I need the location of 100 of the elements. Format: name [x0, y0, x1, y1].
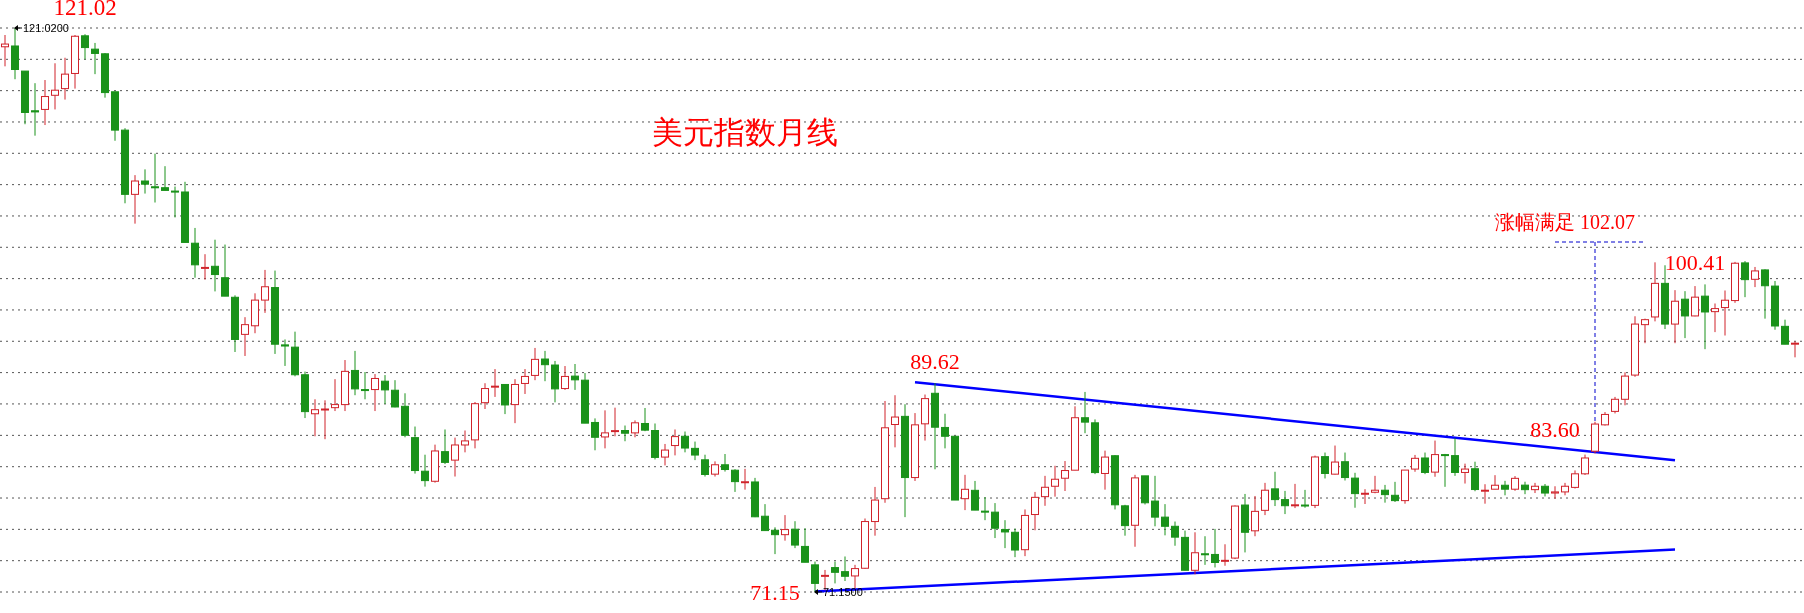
candlestick [721, 453, 729, 473]
candlestick [1701, 283, 1709, 350]
candlestick [1271, 471, 1279, 507]
candlestick [1351, 472, 1359, 509]
candlestick [1751, 266, 1759, 288]
candlestick [1151, 475, 1159, 527]
candlestick [1491, 474, 1499, 490]
candlestick [1781, 319, 1789, 345]
candlestick [681, 431, 689, 453]
candlestick [611, 407, 619, 437]
candlestick [541, 350, 549, 382]
candlestick [371, 373, 379, 412]
candlestick [1621, 371, 1629, 406]
candlestick [731, 468, 739, 493]
candlestick [981, 496, 989, 521]
candlestick [661, 443, 669, 466]
candlestick [741, 468, 749, 491]
candlestick [361, 371, 369, 400]
candlestick [971, 480, 979, 511]
candlestick [1521, 481, 1529, 495]
candlestick [1341, 452, 1349, 481]
candlestick [571, 363, 579, 391]
candlestick [1211, 528, 1219, 568]
annotation: 83.60 [1530, 417, 1580, 442]
candlestick [961, 474, 969, 511]
candlestick [61, 57, 69, 101]
candlestick [211, 239, 219, 292]
candlestick [1761, 268, 1769, 320]
annotation: 89.62 [910, 349, 960, 375]
candlestick [1041, 475, 1049, 507]
candlestick [1051, 465, 1059, 498]
candlestick [441, 428, 449, 465]
candlestick [31, 82, 39, 137]
candlestick [1431, 440, 1439, 478]
candlestick [1011, 528, 1019, 558]
candlestick [871, 486, 879, 537]
candlestick [801, 527, 809, 563]
candlestick [1741, 260, 1749, 298]
candlestick [1121, 504, 1129, 537]
candlestick [1321, 452, 1329, 479]
candlestick [601, 409, 609, 449]
candlestick [591, 417, 599, 451]
candlestick [1391, 481, 1399, 503]
candlestick [481, 382, 489, 410]
candlestick [1161, 503, 1169, 536]
candlestick [141, 168, 149, 195]
text: 121.02 [53, 0, 117, 21]
candlestick [351, 350, 359, 396]
candlestick [891, 394, 899, 448]
candlestick [1281, 490, 1289, 515]
candlestick [451, 437, 459, 478]
candlestick [1641, 318, 1649, 344]
candlestick [11, 27, 19, 80]
candlestick [1791, 341, 1799, 358]
candlestick [331, 378, 339, 412]
candlestick [1191, 531, 1199, 575]
candlestick [761, 503, 769, 532]
candlestick [1301, 489, 1309, 509]
candlestick [1421, 452, 1429, 475]
candlestick [1711, 303, 1719, 333]
text: 美元指数月线 [652, 115, 838, 150]
annotation: 121.0200 [23, 22, 69, 34]
candlestick [1081, 391, 1089, 434]
candlestick [321, 399, 329, 440]
candlestick [831, 561, 839, 584]
candlestick [1461, 463, 1469, 485]
candlestick [91, 42, 99, 75]
candlestick [241, 316, 249, 357]
candlestick [1571, 469, 1579, 490]
candlestick [1371, 475, 1379, 494]
candlestick [781, 514, 789, 542]
candlestick [811, 561, 819, 593]
candlestick [1671, 289, 1679, 344]
candlestick [281, 338, 289, 367]
candlestick [1221, 543, 1229, 567]
candlestick [511, 378, 519, 424]
candlestick [171, 186, 179, 218]
annotation: 71.15 [750, 579, 800, 605]
candlestick [191, 227, 199, 279]
candlestick [1251, 495, 1259, 537]
candlestick [261, 269, 269, 314]
candlestick [461, 430, 469, 453]
candlestick [791, 520, 799, 549]
candlestick [1721, 289, 1729, 336]
candlestick [1581, 454, 1589, 476]
candlestick [1471, 461, 1479, 492]
candlestick [671, 428, 679, 456]
candlestick [131, 174, 139, 225]
candlestick [1361, 488, 1369, 505]
candlestick [81, 33, 89, 60]
candlestick [701, 454, 709, 478]
candlestick [621, 425, 629, 442]
candlestick [1101, 450, 1109, 491]
candlestick [1501, 480, 1509, 496]
candlestick [691, 441, 699, 461]
candlestick [381, 374, 389, 405]
candlestick [551, 360, 559, 403]
candlestick [151, 153, 159, 203]
candlestick [1481, 483, 1489, 505]
candlestick [1201, 535, 1209, 566]
